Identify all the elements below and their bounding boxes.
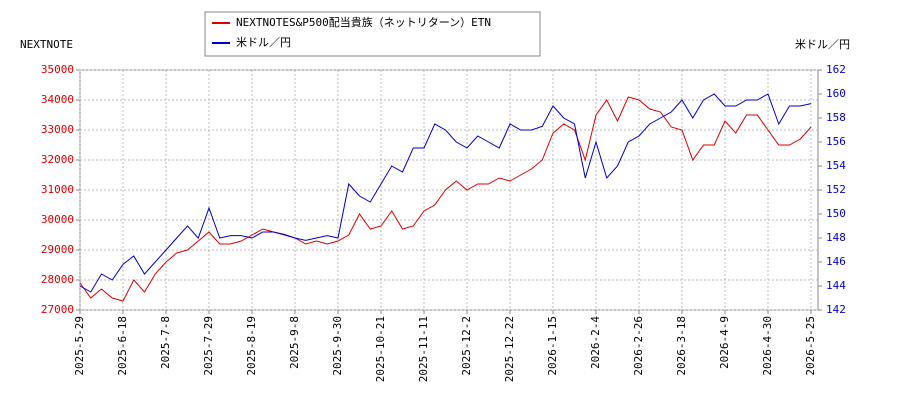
legend-label: 米ドル／円 [236, 36, 291, 49]
legend-label: NEXTNOTES&P500配当貴族（ネットリターン）ETN [236, 15, 491, 29]
x-tick-label: 2026-5-25 [804, 316, 817, 376]
series-line [79, 93, 812, 293]
x-tick-label: 2025-9-30 [331, 316, 344, 376]
y-tick-label: 34000 [41, 93, 74, 106]
y2-axis-label: 米ドル／円 [795, 38, 850, 51]
y-tick-label: 32000 [41, 153, 74, 166]
y-tick-label: 28000 [41, 273, 74, 286]
x-tick-label: 2025-7-8 [159, 316, 172, 369]
x-tick-label: 2025-8-19 [245, 316, 258, 376]
x-tick-label: 2026-4-9 [718, 316, 731, 369]
x-tick-label: 2026-2-4 [589, 316, 602, 369]
y-tick-label: 35000 [41, 63, 74, 76]
x-tick-label: 2025-5-29 [73, 316, 86, 376]
y2-tick-label: 152 [826, 183, 846, 196]
series-line [79, 96, 812, 302]
x-tick-label: 2026-2-26 [632, 316, 645, 376]
x-tick-label: 2025-11-11 [417, 316, 430, 382]
y-tick-label: 33000 [41, 123, 74, 136]
x-tick-label: 2026-4-30 [761, 316, 774, 376]
y2-tick-label: 154 [826, 159, 846, 172]
x-tick-label: 2026-3-18 [675, 316, 688, 376]
y-tick-label: 30000 [41, 213, 74, 226]
y-axis-label: NEXTNOTE [20, 38, 73, 51]
y-tick-label: 27000 [41, 303, 74, 316]
x-tick-label: 2025-6-18 [116, 316, 129, 376]
x-tick-label: 2025-7-29 [202, 316, 215, 376]
y2-tick-label: 156 [826, 135, 846, 148]
y2-tick-label: 160 [826, 87, 846, 100]
y2-tick-label: 158 [826, 111, 846, 124]
y2-tick-label: 148 [826, 231, 846, 244]
y-tick-label: 31000 [41, 183, 74, 196]
y-tick-label: 29000 [41, 243, 74, 256]
y2-tick-label: 146 [826, 255, 846, 268]
y2-tick-label: 142 [826, 303, 846, 316]
legend [204, 11, 541, 57]
x-tick-label: 2025-12-2 [460, 316, 473, 376]
x-tick-label: 2025-9-8 [288, 316, 301, 369]
x-tick-label: 2026-1-15 [546, 316, 559, 376]
x-tick-label: 2025-10-21 [374, 316, 387, 382]
y2-tick-label: 144 [826, 279, 846, 292]
y2-tick-label: 162 [826, 63, 846, 76]
y2-tick-label: 150 [826, 207, 846, 220]
x-tick-label: 2025-12-22 [503, 316, 516, 382]
